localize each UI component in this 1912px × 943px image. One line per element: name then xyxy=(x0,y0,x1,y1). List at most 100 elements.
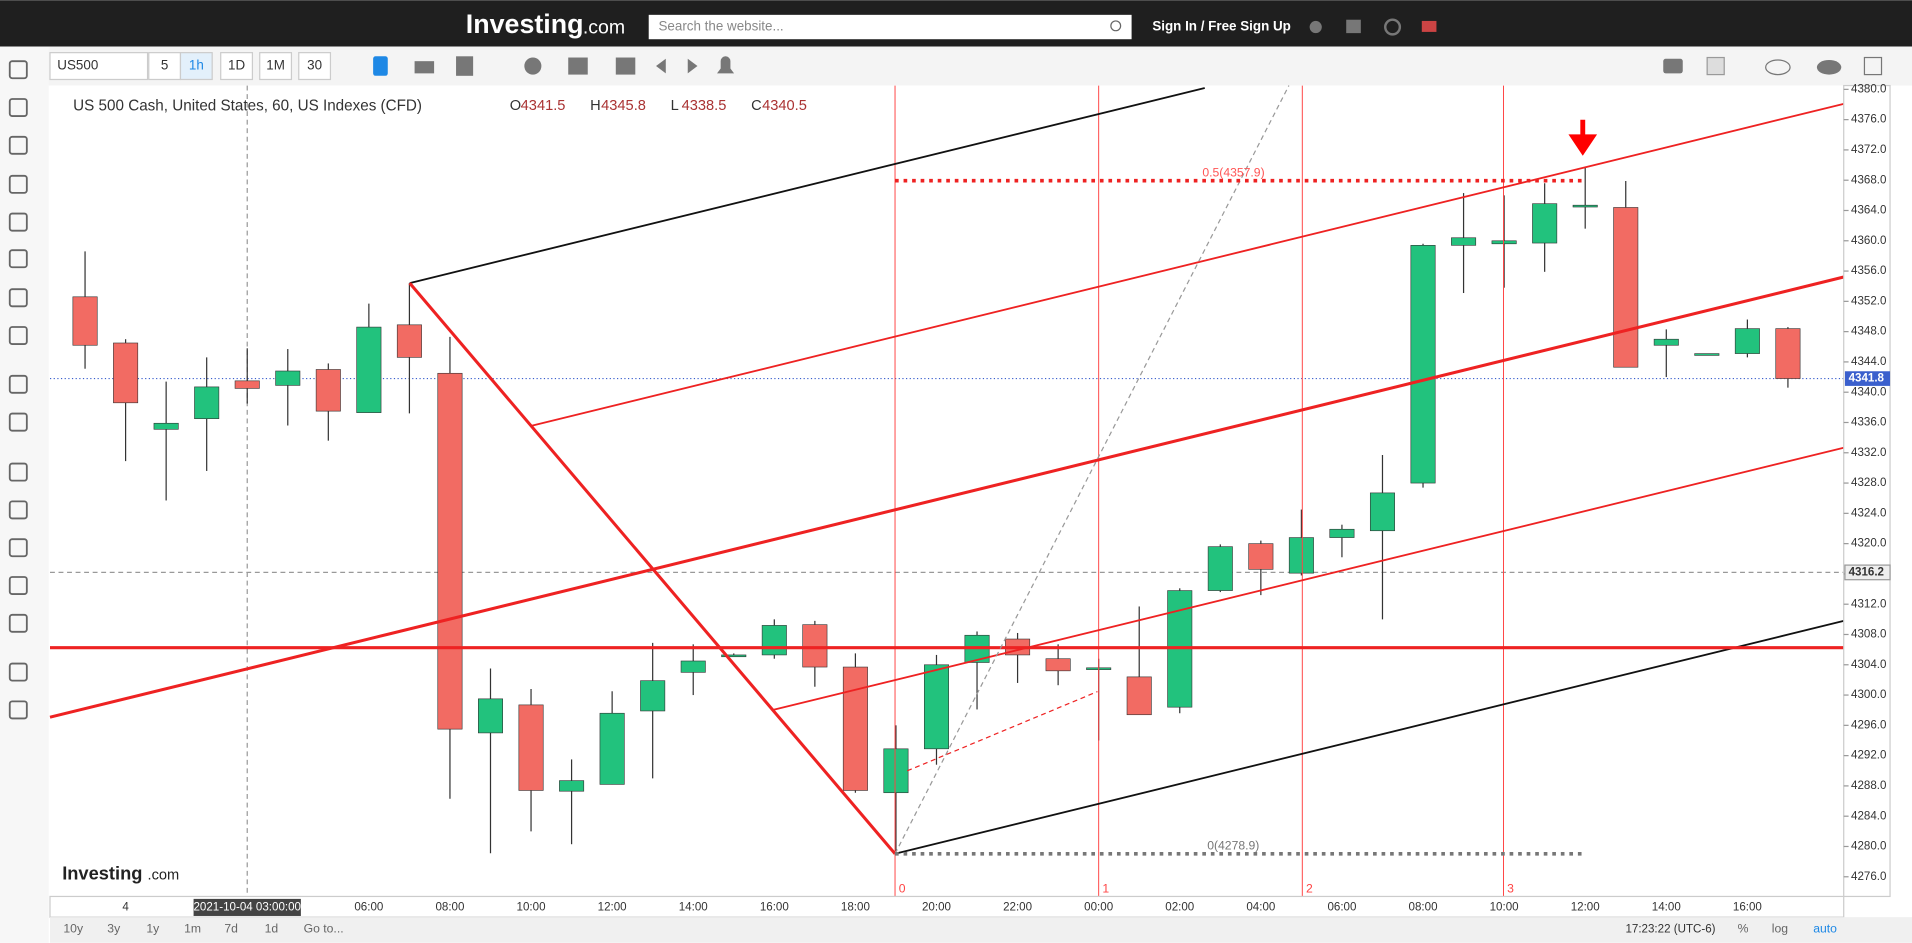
arrow-marker xyxy=(1568,119,1598,156)
price-tick-label: 4296.0 xyxy=(1851,719,1886,731)
portfolio-icon[interactable] xyxy=(1346,19,1361,34)
candle-body xyxy=(721,654,747,658)
time-tick-label: 02:00 xyxy=(1165,901,1194,913)
scale-option[interactable]: auto xyxy=(1813,922,1837,936)
range-button[interactable]: 1m xyxy=(184,922,201,936)
tool-icon[interactable] xyxy=(8,249,28,269)
logo[interactable]: Investing xyxy=(466,9,584,39)
range-button[interactable]: 10y xyxy=(63,922,84,936)
tool-icon[interactable] xyxy=(8,412,28,432)
settings-icon[interactable] xyxy=(524,57,542,75)
time-tick-label: 20:00 xyxy=(922,901,951,913)
time-tick-label: 18:00 xyxy=(841,901,870,913)
price-tick-label: 4360.0 xyxy=(1851,235,1886,247)
candle-body xyxy=(437,372,463,730)
cloud-save-icon[interactable] xyxy=(1816,59,1842,75)
tool-icon[interactable] xyxy=(8,326,28,345)
range-button[interactable]: 3y xyxy=(107,922,121,936)
tool-icon[interactable] xyxy=(8,98,28,117)
tool-icon[interactable] xyxy=(8,374,28,394)
fullscreen-icon[interactable] xyxy=(1863,56,1883,76)
time-tick-label: 08:00 xyxy=(435,901,464,913)
pitchfork-line xyxy=(894,619,1844,855)
interval-button[interactable] xyxy=(179,52,213,81)
camera-icon[interactable] xyxy=(1663,58,1683,74)
interval-button[interactable] xyxy=(298,52,332,81)
scale-icon[interactable] xyxy=(615,57,636,75)
tool-icon[interactable] xyxy=(8,174,28,194)
search-icon xyxy=(1110,20,1122,32)
candle-body xyxy=(113,342,139,404)
studies-icon[interactable] xyxy=(568,57,588,75)
crosshair-price-tag xyxy=(1844,564,1891,581)
tool-icon[interactable] xyxy=(8,500,28,520)
left-tools xyxy=(0,46,49,943)
range-button[interactable]: 7d xyxy=(224,922,238,936)
tool-icon[interactable] xyxy=(8,462,28,482)
tool-icon[interactable] xyxy=(8,60,28,80)
tool-icon[interactable] xyxy=(8,135,28,155)
price-tick-label: 4376.0 xyxy=(1851,114,1886,126)
range-button[interactable]: 1y xyxy=(146,922,160,936)
goto-button[interactable]: Go to... xyxy=(304,922,344,936)
time-axis-labels: 4 06:00 08:00 10:00 12:00 14:00 16:00 18:00 20:0… xyxy=(122,898,1762,916)
time-tick-label: 08:00 xyxy=(1409,901,1438,913)
tool-icon[interactable] xyxy=(8,288,28,308)
range-button[interactable]: 1d xyxy=(265,922,279,936)
candle-body xyxy=(234,380,260,389)
interval-button[interactable] xyxy=(220,52,254,81)
price-tick-label: 4340.0 xyxy=(1851,386,1886,398)
tool-icons xyxy=(8,60,28,720)
search-placeholder: Search the website... xyxy=(658,19,783,34)
time-tick-label: 06:00 xyxy=(354,901,383,913)
time-tick-label: 12:00 xyxy=(598,901,627,913)
scale-option[interactable]: % xyxy=(1738,922,1749,936)
pitchfork-median xyxy=(49,275,1845,719)
undo-icon[interactable] xyxy=(656,58,666,74)
candle-body xyxy=(275,370,301,386)
ohlc-value: 4341.5 xyxy=(521,98,566,114)
redo-icon[interactable] xyxy=(687,58,698,74)
sign-in[interactable]: Sign In / Free Sign Up xyxy=(1152,19,1291,34)
pitchfork-line xyxy=(531,102,1844,427)
tool-icon[interactable] xyxy=(8,576,28,595)
interval-group: 5 1h 1D 1M 30 xyxy=(148,52,332,81)
time-tick-label: 16:00 xyxy=(1733,901,1762,913)
interval-button[interactable] xyxy=(148,52,182,81)
fib-label: 0(4278.9) xyxy=(1207,839,1259,853)
search-box[interactable] xyxy=(648,14,1132,40)
fib-label: 0.5(4357.9) xyxy=(1202,166,1264,180)
scale-option[interactable]: log xyxy=(1772,922,1788,936)
price-tick-label: 4332.0 xyxy=(1851,447,1886,459)
symbol: US500 xyxy=(57,58,98,73)
candle-type-icon[interactable] xyxy=(373,56,388,76)
price-tick-label: 4300.0 xyxy=(1851,689,1886,701)
last-price-tag xyxy=(1844,371,1891,386)
clock-icon[interactable] xyxy=(1384,18,1402,36)
color-icon[interactable] xyxy=(1706,56,1725,76)
interval-button[interactable] xyxy=(259,52,293,81)
cloud-load-icon[interactable] xyxy=(1765,59,1791,76)
ohlc-value: 4338.5 xyxy=(682,98,727,114)
tool-icon[interactable] xyxy=(8,613,28,633)
bell-icon[interactable] xyxy=(1309,20,1322,34)
tool-icon[interactable] xyxy=(8,700,28,720)
chart-title: US 500 Cash, United States, 60, US Index… xyxy=(73,97,422,114)
tool-icon[interactable] xyxy=(8,538,28,558)
time-tick-label: 10:00 xyxy=(517,901,546,913)
price-tick-label: 4288.0 xyxy=(1851,780,1886,792)
candle-body xyxy=(761,625,787,656)
alert-icon[interactable] xyxy=(717,56,735,74)
candle-body xyxy=(478,698,503,734)
symbol-box[interactable] xyxy=(49,52,149,81)
tool-icon[interactable] xyxy=(8,662,28,682)
compare-icon[interactable] xyxy=(456,56,474,76)
indicator-icon[interactable] xyxy=(414,61,435,74)
flag-icon[interactable] xyxy=(1421,20,1437,32)
tool-icon[interactable] xyxy=(8,212,28,232)
price-tick-label: 4356.0 xyxy=(1851,265,1886,277)
candle-body xyxy=(802,624,828,668)
candle-body xyxy=(518,704,544,791)
price-tick-label: 4364.0 xyxy=(1851,205,1886,217)
